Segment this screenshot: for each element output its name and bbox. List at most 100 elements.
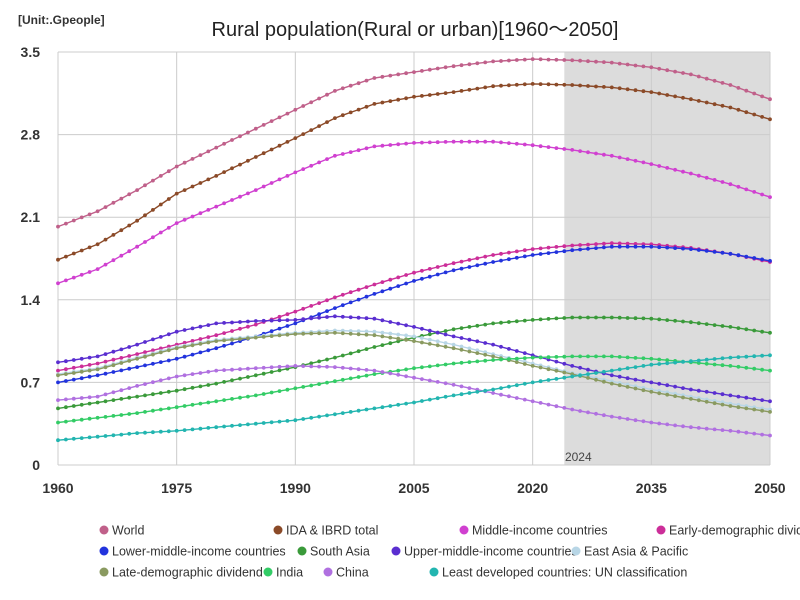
data-point	[293, 136, 298, 141]
data-point	[696, 398, 701, 403]
data-point	[269, 334, 274, 338]
data-point	[594, 59, 598, 64]
data-point	[127, 366, 132, 371]
data-point	[649, 380, 654, 385]
data-point	[135, 342, 140, 347]
data-point	[728, 355, 733, 360]
axis-layer: 1960 1975 1990 2005 2020 2035 2050 0 0.7 1.4 2.1 2.…	[21, 44, 786, 496]
data-point	[166, 169, 171, 174]
data-point	[79, 376, 84, 381]
data-point	[530, 355, 535, 360]
data-point	[514, 58, 519, 62]
data-point	[388, 335, 393, 340]
data-point	[562, 370, 567, 375]
data-point	[246, 324, 250, 329]
data-point	[570, 248, 575, 253]
data-point	[261, 318, 266, 323]
data-point	[198, 371, 203, 375]
data-point	[222, 368, 227, 372]
data-point	[206, 149, 211, 154]
data-point	[151, 408, 155, 413]
y-tick-label: 2.1	[21, 209, 41, 225]
data-point	[404, 281, 408, 286]
data-point	[135, 394, 140, 399]
data-point	[103, 262, 108, 267]
data-point	[752, 431, 757, 436]
data-point	[704, 361, 709, 366]
data-point	[696, 321, 701, 326]
data-point	[720, 402, 725, 407]
data-point	[246, 375, 250, 379]
data-point	[87, 395, 92, 400]
data-point	[522, 57, 527, 62]
data-point	[689, 425, 693, 430]
data-point	[546, 145, 551, 150]
data-point	[704, 249, 709, 253]
data-point	[609, 373, 614, 378]
data-point	[364, 285, 369, 289]
data-point	[119, 196, 124, 201]
data-point	[198, 211, 203, 216]
data-point	[578, 354, 582, 359]
data-point	[174, 221, 179, 226]
data-point	[364, 407, 369, 412]
data-point	[514, 82, 519, 87]
data-point	[238, 134, 242, 139]
data-point	[514, 396, 519, 400]
data-point	[222, 398, 227, 402]
data-point	[198, 342, 203, 346]
data-point	[135, 218, 140, 223]
data-point	[522, 397, 527, 402]
data-point	[56, 420, 60, 425]
data-point	[230, 367, 234, 372]
data-point	[712, 78, 717, 83]
data-point	[696, 173, 701, 178]
legend-marker	[656, 525, 666, 535]
data-point	[712, 391, 717, 395]
data-point	[609, 153, 614, 158]
data-point	[491, 342, 495, 347]
data-point	[190, 352, 195, 357]
data-point	[119, 361, 124, 365]
data-point	[301, 331, 306, 336]
data-point	[198, 181, 203, 185]
data-point	[356, 315, 361, 320]
data-point	[348, 315, 353, 320]
data-point	[87, 363, 92, 367]
data-point	[760, 329, 764, 334]
legend-label: Middle-income countries	[472, 524, 607, 538]
data-point	[214, 425, 219, 430]
data-point	[285, 318, 290, 322]
data-point	[79, 369, 84, 374]
data-point	[277, 419, 282, 424]
data-point	[570, 354, 575, 359]
data-point	[451, 393, 456, 398]
data-point	[554, 82, 559, 87]
data-point	[435, 265, 440, 269]
data-point	[530, 57, 535, 61]
data-point	[625, 87, 630, 92]
data-point	[64, 437, 68, 442]
data-point	[768, 410, 772, 414]
data-point	[554, 57, 559, 62]
data-point	[317, 315, 321, 320]
data-point	[459, 336, 464, 340]
data-point	[190, 184, 195, 189]
data-point	[261, 392, 266, 396]
data-point	[356, 375, 361, 379]
data-point	[499, 83, 503, 88]
data-point	[87, 435, 92, 440]
data-point	[712, 357, 717, 361]
data-point	[309, 163, 314, 168]
data-point	[483, 254, 488, 259]
data-point	[768, 195, 772, 200]
data-point	[633, 418, 638, 423]
data-point	[119, 413, 124, 417]
data-point	[190, 372, 195, 376]
data-point	[507, 357, 511, 361]
data-point	[728, 325, 733, 329]
legend-item: Upper-middle-income countries	[391, 545, 578, 559]
data-point	[348, 290, 353, 295]
data-point	[483, 60, 488, 65]
data-point	[396, 284, 401, 288]
